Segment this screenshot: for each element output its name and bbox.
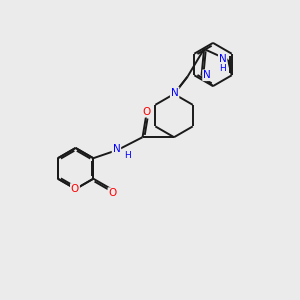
Text: N: N xyxy=(219,54,226,64)
Text: H: H xyxy=(219,64,226,73)
Text: N: N xyxy=(203,70,211,80)
Text: N: N xyxy=(171,88,178,98)
Text: O: O xyxy=(108,188,117,198)
Text: N: N xyxy=(112,144,120,154)
Text: H: H xyxy=(124,151,131,160)
Text: O: O xyxy=(142,107,150,117)
Text: O: O xyxy=(71,184,79,194)
